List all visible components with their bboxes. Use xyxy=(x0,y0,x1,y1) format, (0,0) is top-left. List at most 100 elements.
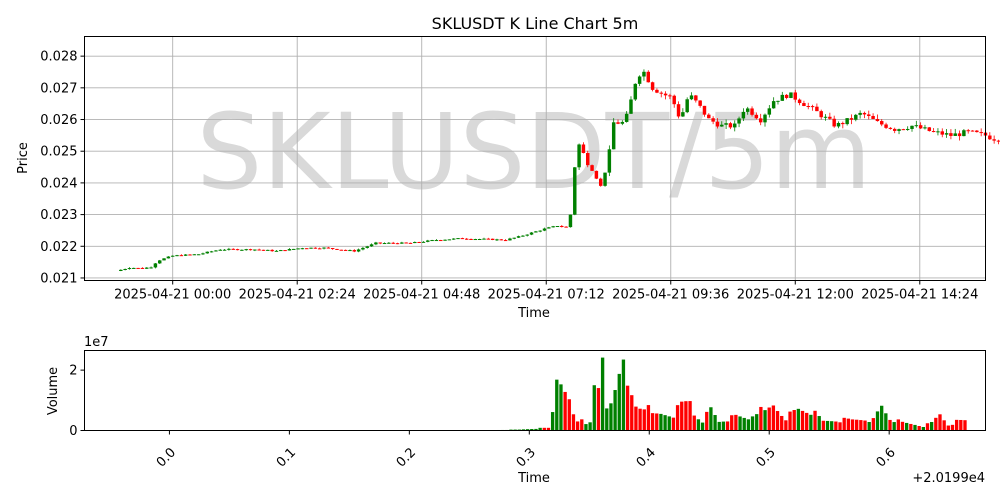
volume-bar xyxy=(750,416,755,431)
volume-bar xyxy=(838,422,842,431)
volume-bar xyxy=(709,407,713,431)
volume-bar xyxy=(646,405,651,431)
volume-y-axis-label: Volume xyxy=(46,367,61,415)
candle-body xyxy=(858,112,862,115)
candle-body xyxy=(274,250,279,252)
candle-body xyxy=(525,234,529,236)
candle-body xyxy=(153,263,158,268)
candle-body xyxy=(914,125,919,127)
volume-bar xyxy=(700,422,705,431)
candle-body xyxy=(175,255,179,257)
candle-body xyxy=(884,124,888,128)
candle-body xyxy=(849,118,854,120)
candle-body xyxy=(179,255,184,257)
watermark: SKLUSDT/5m xyxy=(196,91,871,213)
candle-body xyxy=(888,127,893,129)
candle-body xyxy=(590,165,594,171)
volume-bar xyxy=(667,416,671,431)
price-axes-frame xyxy=(84,36,986,281)
volume-bar xyxy=(813,410,817,431)
volume-bar xyxy=(817,416,821,431)
candle-body xyxy=(464,238,469,240)
volume-bar xyxy=(850,419,855,431)
volume-bar xyxy=(596,388,601,431)
volume-bar xyxy=(863,420,867,431)
candle-body xyxy=(975,130,979,133)
volume-bar xyxy=(809,414,813,431)
volume-bar xyxy=(759,406,763,431)
candle-body xyxy=(594,170,599,179)
x-tick-label: 2025-04-21 12:00 xyxy=(737,288,854,303)
volume-bar xyxy=(630,395,634,431)
candle-body xyxy=(771,101,776,109)
candle-body xyxy=(183,254,188,256)
candle-body xyxy=(776,100,780,102)
candle-body xyxy=(482,238,486,240)
volume-bar xyxy=(688,401,692,431)
volume-bar xyxy=(900,421,905,431)
volume-offset-label: +2.0199e4 xyxy=(912,471,985,486)
volume-bar xyxy=(959,419,963,431)
volume-x-tick-label: 0.2 xyxy=(394,445,419,470)
volume-bar xyxy=(805,412,809,431)
candle-body xyxy=(616,122,620,124)
candle-body xyxy=(741,111,746,119)
candle-body xyxy=(564,226,568,228)
candle-body xyxy=(413,241,417,244)
volume-bar xyxy=(659,413,663,431)
candle-body xyxy=(927,127,932,132)
volume-x-tick-label: 0.5 xyxy=(754,445,779,470)
candle-body xyxy=(214,250,218,252)
candle-body xyxy=(551,226,555,228)
candle-body xyxy=(387,242,391,244)
candle-body xyxy=(538,230,542,232)
volume-bar xyxy=(696,419,701,431)
candle-body xyxy=(875,118,880,122)
volume-bars xyxy=(117,357,967,431)
volume-bar xyxy=(671,417,676,431)
candle-body xyxy=(391,242,395,244)
candle-body xyxy=(330,248,335,250)
volume-bar xyxy=(634,406,638,431)
volume-bar xyxy=(763,410,767,431)
candle-body xyxy=(707,114,711,119)
volume-bar xyxy=(655,413,659,431)
candle-body xyxy=(421,241,426,243)
candle-body xyxy=(763,114,767,123)
volume-bar xyxy=(800,410,805,431)
candle-body xyxy=(720,124,724,127)
volume-bar xyxy=(605,408,609,431)
candle-body xyxy=(292,248,296,250)
candle-body xyxy=(970,130,975,132)
candle-body xyxy=(577,144,581,168)
candle-body xyxy=(369,244,374,247)
candle-body xyxy=(503,240,508,242)
volume-bar xyxy=(555,379,559,431)
candle-body xyxy=(227,248,231,250)
volume-bar xyxy=(950,424,955,431)
volume-bar xyxy=(888,419,892,431)
candle-body xyxy=(832,118,836,127)
candle-body xyxy=(871,115,875,119)
y-tick-label: 0.023 xyxy=(40,208,77,223)
volume-bar xyxy=(821,420,826,431)
volume-bar xyxy=(913,424,917,431)
candle-body xyxy=(192,254,197,256)
candle-body xyxy=(486,238,491,240)
price-grid xyxy=(84,36,986,281)
candle-body xyxy=(979,132,983,134)
candle-body xyxy=(901,129,906,131)
candle-body xyxy=(931,131,936,133)
volume-bar xyxy=(834,421,838,431)
candle-body xyxy=(988,135,992,140)
candle-body xyxy=(447,239,452,241)
candle-body xyxy=(339,249,344,251)
candle-body xyxy=(417,241,421,243)
candle-body xyxy=(157,260,162,264)
volume-bar xyxy=(559,384,563,431)
volume-bar xyxy=(617,373,621,431)
candle-body xyxy=(624,113,629,122)
candle-body xyxy=(266,249,270,251)
volume-bar xyxy=(725,421,730,431)
candle-body xyxy=(400,242,404,244)
